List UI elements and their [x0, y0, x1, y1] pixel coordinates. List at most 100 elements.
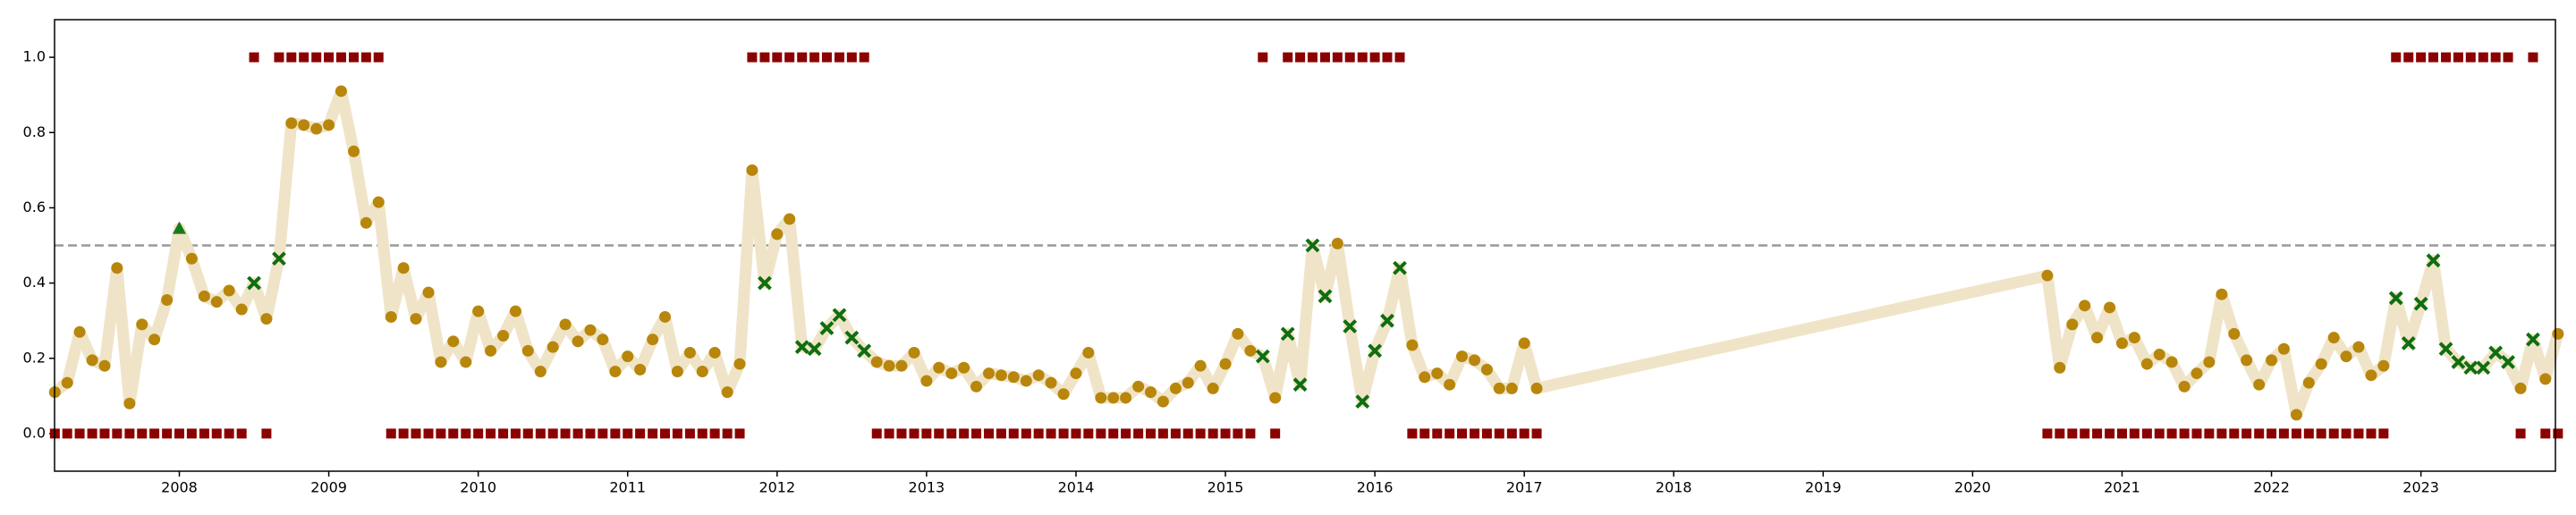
label-square	[286, 52, 297, 63]
label-square	[1369, 52, 1380, 63]
label-square	[2341, 428, 2351, 439]
y-tick-label: 0.6	[23, 198, 46, 215]
label-square	[1494, 428, 1504, 439]
point	[2352, 341, 2365, 353]
label-square	[261, 428, 272, 439]
point	[2066, 318, 2079, 331]
label-square	[2428, 52, 2438, 63]
label-square	[1233, 428, 1243, 439]
point-cross	[1368, 343, 1383, 359]
label-square	[1208, 428, 1218, 439]
label-square	[149, 428, 160, 439]
label-square	[1121, 428, 1131, 439]
label-square	[2478, 52, 2488, 63]
label-square	[162, 428, 173, 439]
point	[260, 313, 273, 325]
point	[485, 344, 497, 357]
label-square	[1008, 428, 1019, 439]
label-square	[2129, 428, 2140, 439]
label-square	[2241, 428, 2252, 439]
x-tick-label: 2019	[1805, 479, 1842, 496]
point	[995, 369, 1007, 382]
point	[634, 363, 647, 376]
point	[609, 365, 622, 377]
label-square	[1419, 428, 1430, 439]
label-square	[759, 52, 770, 63]
point	[1207, 382, 1219, 394]
point-cross	[832, 308, 847, 323]
x-tick-label: 2021	[2104, 479, 2140, 496]
point	[1194, 359, 1207, 372]
point	[559, 318, 572, 331]
x-tick-label: 2017	[1506, 479, 1543, 496]
series-line	[48, 85, 2564, 421]
label-square	[934, 428, 945, 439]
point	[2054, 361, 2066, 374]
point	[360, 216, 372, 229]
point	[385, 310, 397, 323]
label-square	[1506, 428, 1517, 439]
point	[659, 310, 672, 323]
point	[2228, 327, 2241, 340]
point	[435, 356, 447, 368]
point	[696, 365, 708, 377]
y-tick-label: 1.0	[23, 48, 46, 65]
label-square	[411, 428, 421, 439]
point	[870, 356, 883, 368]
label-square	[398, 428, 409, 439]
label-square	[348, 52, 359, 63]
label-square	[2503, 52, 2513, 63]
point	[123, 397, 136, 409]
label-square	[2441, 52, 2452, 63]
point-cross	[1255, 349, 1270, 364]
point-cross	[1343, 319, 1358, 333]
label-square	[896, 428, 907, 439]
label-square	[2254, 428, 2265, 439]
point	[895, 359, 908, 372]
label-square	[2328, 428, 2339, 439]
label-square	[448, 428, 459, 439]
label-square	[2528, 52, 2538, 63]
label-square	[299, 52, 309, 63]
point	[883, 359, 895, 372]
y-tick-label: 0.2	[23, 349, 46, 366]
label-square	[585, 428, 596, 439]
point	[2190, 367, 2203, 380]
point-cross	[1280, 326, 1295, 342]
point	[2290, 409, 2302, 421]
label-square	[610, 428, 621, 439]
x-tick-label: 2009	[310, 479, 347, 496]
x-tick-label: 2014	[1058, 479, 1095, 496]
point	[136, 318, 148, 331]
point	[1182, 376, 1194, 389]
point	[1232, 327, 1244, 340]
label-square	[547, 428, 558, 439]
point-cross	[247, 275, 261, 291]
point	[1331, 237, 1343, 249]
point	[2115, 337, 2128, 350]
point	[1406, 339, 1419, 351]
point	[1456, 350, 1469, 363]
label-square	[2353, 428, 2364, 439]
point	[784, 213, 796, 225]
label-square	[87, 428, 97, 439]
label-square	[672, 428, 682, 439]
x-tick-label: 2023	[2402, 479, 2439, 496]
point-cross	[807, 342, 822, 357]
point	[2079, 300, 2091, 312]
point	[1219, 358, 1232, 370]
label-square	[1295, 52, 1306, 63]
label-square	[2267, 428, 2277, 439]
point	[410, 313, 422, 325]
plot-frame	[54, 19, 2556, 472]
x-tick-label: 2018	[1656, 479, 1692, 496]
label-square	[62, 428, 72, 439]
label-square	[99, 428, 110, 439]
label-square	[1108, 428, 1119, 439]
point	[2178, 380, 2190, 393]
point	[1082, 346, 1095, 359]
point-cross	[2526, 332, 2540, 347]
point	[1057, 388, 1070, 401]
point	[2140, 358, 2153, 370]
label-square	[2378, 428, 2389, 439]
